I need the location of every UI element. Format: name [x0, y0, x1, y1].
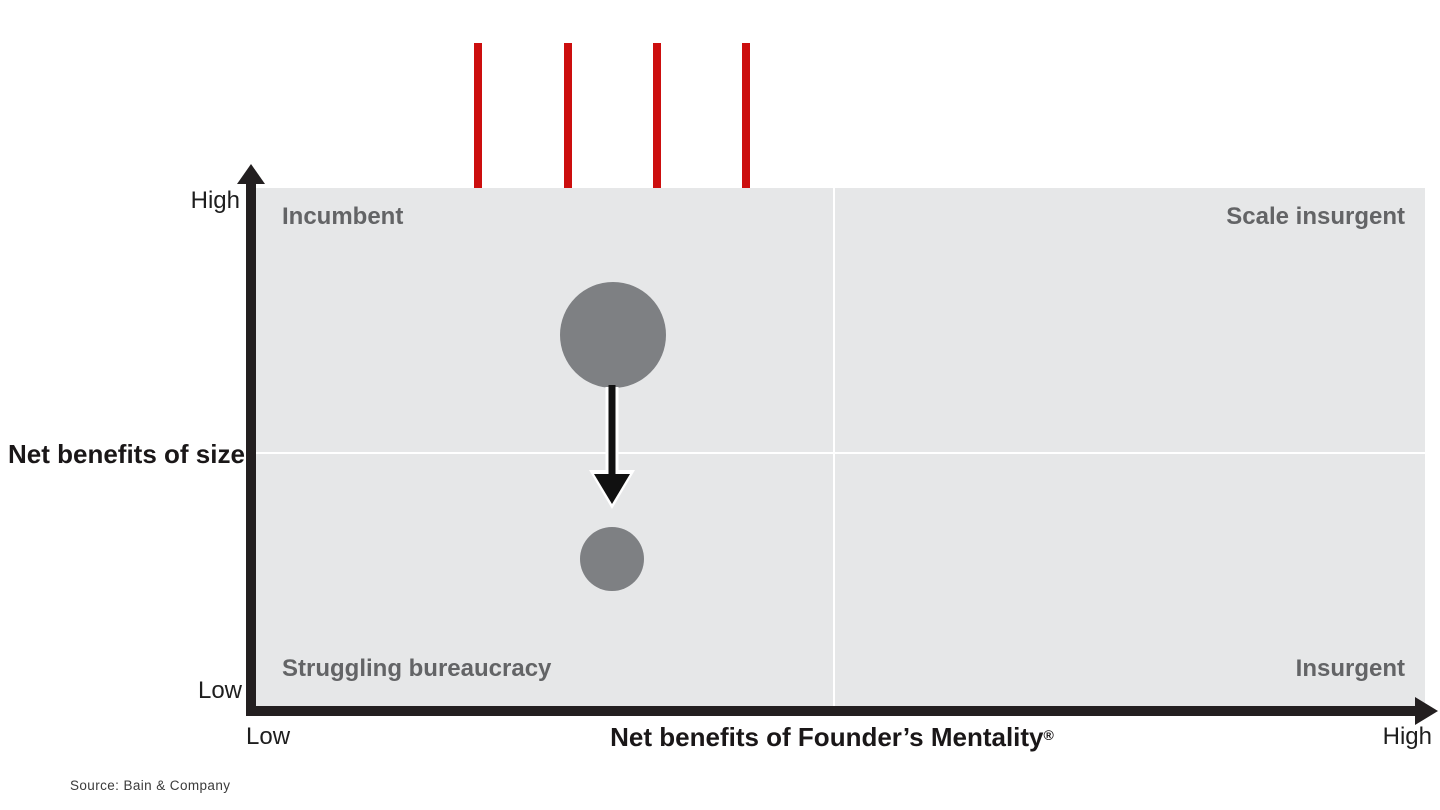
- x-axis-title: Net benefits of Founder’s Mentality®: [432, 722, 1232, 753]
- quadrant-label-struggling-bureaucracy: Struggling bureaucracy: [282, 655, 552, 682]
- quadrant-divider-vertical: [833, 188, 835, 706]
- y-axis-title: Net benefits of size: [8, 439, 245, 469]
- arrow-shaft: [653, 43, 661, 189]
- quadrant-label-incumbent: Incumbent: [282, 203, 404, 230]
- transition-down-arrow-icon: [589, 385, 635, 509]
- quadrant-label-scale-insurgent: Scale insurgent: [1226, 203, 1405, 230]
- x-axis-low-label: Low: [246, 723, 291, 750]
- source-attribution: Source: Bain & Company: [70, 778, 231, 793]
- y-axis-high-label: High: [190, 187, 240, 214]
- x-axis-high-label: High: [1382, 723, 1432, 750]
- arrow-shaft: [742, 43, 750, 189]
- y-axis-low-label: Low: [197, 677, 242, 704]
- x-axis-arrowhead-icon: [1415, 697, 1438, 725]
- arrow-shaft: [474, 43, 482, 189]
- quadrant-divider-horizontal: [256, 452, 1425, 454]
- x-axis-line: [246, 706, 1416, 716]
- incumbent-bubble-large: [560, 282, 666, 388]
- y-axis-arrowhead-icon: [237, 164, 265, 184]
- quadrant-label-insurgent: Insurgent: [1295, 655, 1405, 682]
- quadrant-plot-area: Incumbent Scale insurgent Struggling bur…: [256, 188, 1425, 706]
- x-axis-title-text: Net benefits of Founder’s Mentality: [610, 722, 1044, 752]
- y-axis-line: [246, 182, 256, 716]
- bureaucracy-bubble-small: [580, 527, 644, 591]
- arrow-shaft: [564, 43, 572, 189]
- registered-trademark-symbol: ®: [1043, 727, 1054, 743]
